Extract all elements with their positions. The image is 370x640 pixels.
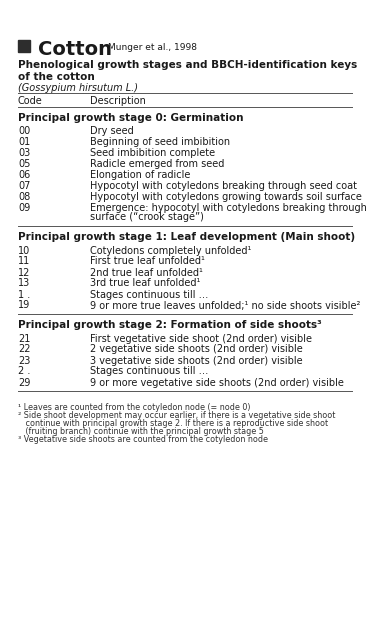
Text: 3 vegetative side shoots (2nd order) visible: 3 vegetative side shoots (2nd order) vis… [90, 355, 303, 365]
Text: Seed imbibition complete: Seed imbibition complete [90, 148, 215, 158]
Text: 21: 21 [18, 333, 30, 344]
Text: 1 .: 1 . [18, 289, 30, 300]
Text: Description: Description [90, 96, 146, 106]
Text: 9 or more true leaves unfolded;¹ no side shoots visible²: 9 or more true leaves unfolded;¹ no side… [90, 301, 360, 310]
Text: 9 or more vegetative side shoots (2nd order) visible: 9 or more vegetative side shoots (2nd or… [90, 378, 344, 387]
Text: 2nd true leaf unfolded¹: 2nd true leaf unfolded¹ [90, 268, 203, 278]
Text: 19: 19 [18, 301, 30, 310]
Text: ³ Vegetative side shoots are counted from the cotyledon node: ³ Vegetative side shoots are counted fro… [18, 435, 268, 445]
Text: 13: 13 [18, 278, 30, 289]
Text: 23: 23 [18, 355, 30, 365]
Text: Principal growth stage 0: Germination: Principal growth stage 0: Germination [18, 113, 243, 123]
Text: Hypocotyl with cotyledons breaking through seed coat: Hypocotyl with cotyledons breaking throu… [90, 181, 357, 191]
Text: 09: 09 [18, 203, 30, 213]
Text: Elongation of radicle: Elongation of radicle [90, 170, 191, 180]
Text: Phenological growth stages and BBCH-identification keys: Phenological growth stages and BBCH-iden… [18, 60, 357, 70]
Text: 00: 00 [18, 126, 30, 136]
Text: Principal growth stage 2: Formation of side shoots³: Principal growth stage 2: Formation of s… [18, 321, 322, 330]
Text: 3rd true leaf unfolded¹: 3rd true leaf unfolded¹ [90, 278, 201, 289]
Text: 10: 10 [18, 246, 30, 255]
Text: Emergence: hypocotyl with cotyledons breaking through soil: Emergence: hypocotyl with cotyledons bre… [90, 203, 370, 213]
Text: Stages continuous till …: Stages continuous till … [90, 289, 208, 300]
Text: 05: 05 [18, 159, 30, 169]
Text: Stages continuous till …: Stages continuous till … [90, 367, 208, 376]
Text: Munger et al., 1998: Munger et al., 1998 [108, 43, 197, 52]
Text: 08: 08 [18, 192, 30, 202]
Text: 22: 22 [18, 344, 30, 355]
Text: Code: Code [18, 96, 43, 106]
Text: Beginning of seed imbibition: Beginning of seed imbibition [90, 137, 230, 147]
Bar [18, 40, 30, 52]
Text: First vegetative side shoot (2nd order) visible: First vegetative side shoot (2nd order) … [90, 333, 312, 344]
Text: Cotton: Cotton [38, 40, 112, 59]
Text: surface (“crook stage”): surface (“crook stage”) [90, 212, 204, 223]
Text: 29: 29 [18, 378, 30, 387]
Text: of the cotton: of the cotton [18, 72, 95, 82]
Text: ¹ Leaves are counted from the cotyledon node (= node 0): ¹ Leaves are counted from the cotyledon … [18, 403, 250, 413]
Text: 12: 12 [18, 268, 30, 278]
Text: 07: 07 [18, 181, 30, 191]
Text: continue with principal growth stage 2. If there is a reproductive side shoot: continue with principal growth stage 2. … [18, 419, 328, 429]
Text: First true leaf unfolded¹: First true leaf unfolded¹ [90, 257, 205, 266]
Text: 01: 01 [18, 137, 30, 147]
Text: 11: 11 [18, 257, 30, 266]
Text: ² Side shoot development may occur earlier, if there is a vegetative side shoot: ² Side shoot development may occur earli… [18, 412, 335, 420]
Text: Radicle emerged from seed: Radicle emerged from seed [90, 159, 224, 169]
Text: Dry seed: Dry seed [90, 126, 134, 136]
Text: (Gossypium hirsutum L.): (Gossypium hirsutum L.) [18, 83, 138, 93]
Text: 03: 03 [18, 148, 30, 158]
Text: 2 .: 2 . [18, 367, 30, 376]
Text: Principal growth stage 1: Leaf development (Main shoot): Principal growth stage 1: Leaf developme… [18, 232, 355, 243]
Text: 2 vegetative side shoots (2nd order) visible: 2 vegetative side shoots (2nd order) vis… [90, 344, 303, 355]
Text: Cotyledons completely unfolded¹: Cotyledons completely unfolded¹ [90, 246, 251, 255]
Text: Hypocotyl with cotyledons growing towards soil surface: Hypocotyl with cotyledons growing toward… [90, 192, 362, 202]
Text: 06: 06 [18, 170, 30, 180]
Text: (fruiting branch) continue with the principal growth stage 5: (fruiting branch) continue with the prin… [18, 428, 264, 436]
